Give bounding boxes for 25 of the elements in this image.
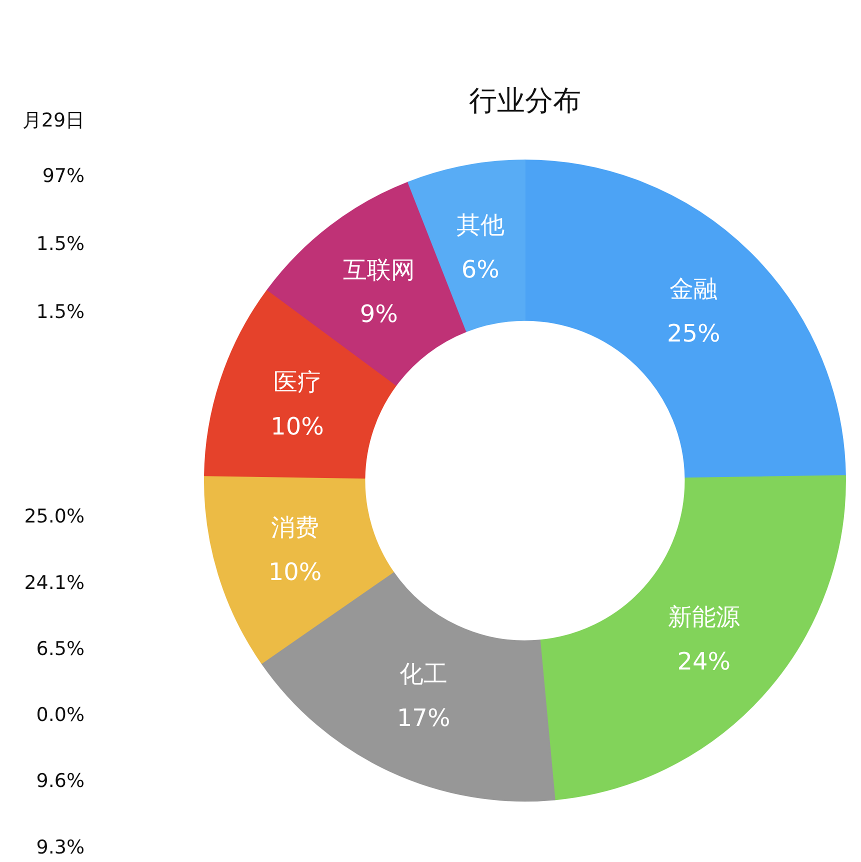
slice-label: 其他 bbox=[456, 211, 504, 239]
slice-label: 互联网 bbox=[342, 256, 415, 284]
slice-label: 医疗 bbox=[273, 368, 322, 396]
text: 0.0% bbox=[36, 704, 85, 726]
text: 1.5% bbox=[36, 233, 85, 256]
data-label: 24% bbox=[677, 647, 731, 676]
data-label: 10% bbox=[270, 412, 324, 441]
text: 9.6% bbox=[36, 770, 85, 792]
data-label: 25% bbox=[666, 319, 720, 348]
data-label: 10% bbox=[268, 558, 322, 586]
text: 9.3% bbox=[36, 836, 85, 858]
slice-label: 金融 bbox=[670, 275, 718, 304]
text: 月29日 bbox=[22, 110, 85, 132]
data-label: 9% bbox=[360, 300, 398, 328]
slice-label: 新能源 bbox=[668, 603, 740, 632]
data-label: 6% bbox=[461, 255, 500, 284]
text: 1.5% bbox=[36, 301, 85, 324]
chart-title: 行业分布 bbox=[468, 84, 581, 118]
text: 25.0% bbox=[24, 506, 85, 528]
slice-label: 化工 bbox=[400, 660, 448, 688]
data-label: 17% bbox=[396, 704, 450, 732]
text: 24.1% bbox=[24, 572, 85, 594]
text: 97% bbox=[42, 164, 85, 187]
slice-label: 消费 bbox=[271, 514, 320, 542]
text: 6.5% bbox=[36, 638, 85, 660]
